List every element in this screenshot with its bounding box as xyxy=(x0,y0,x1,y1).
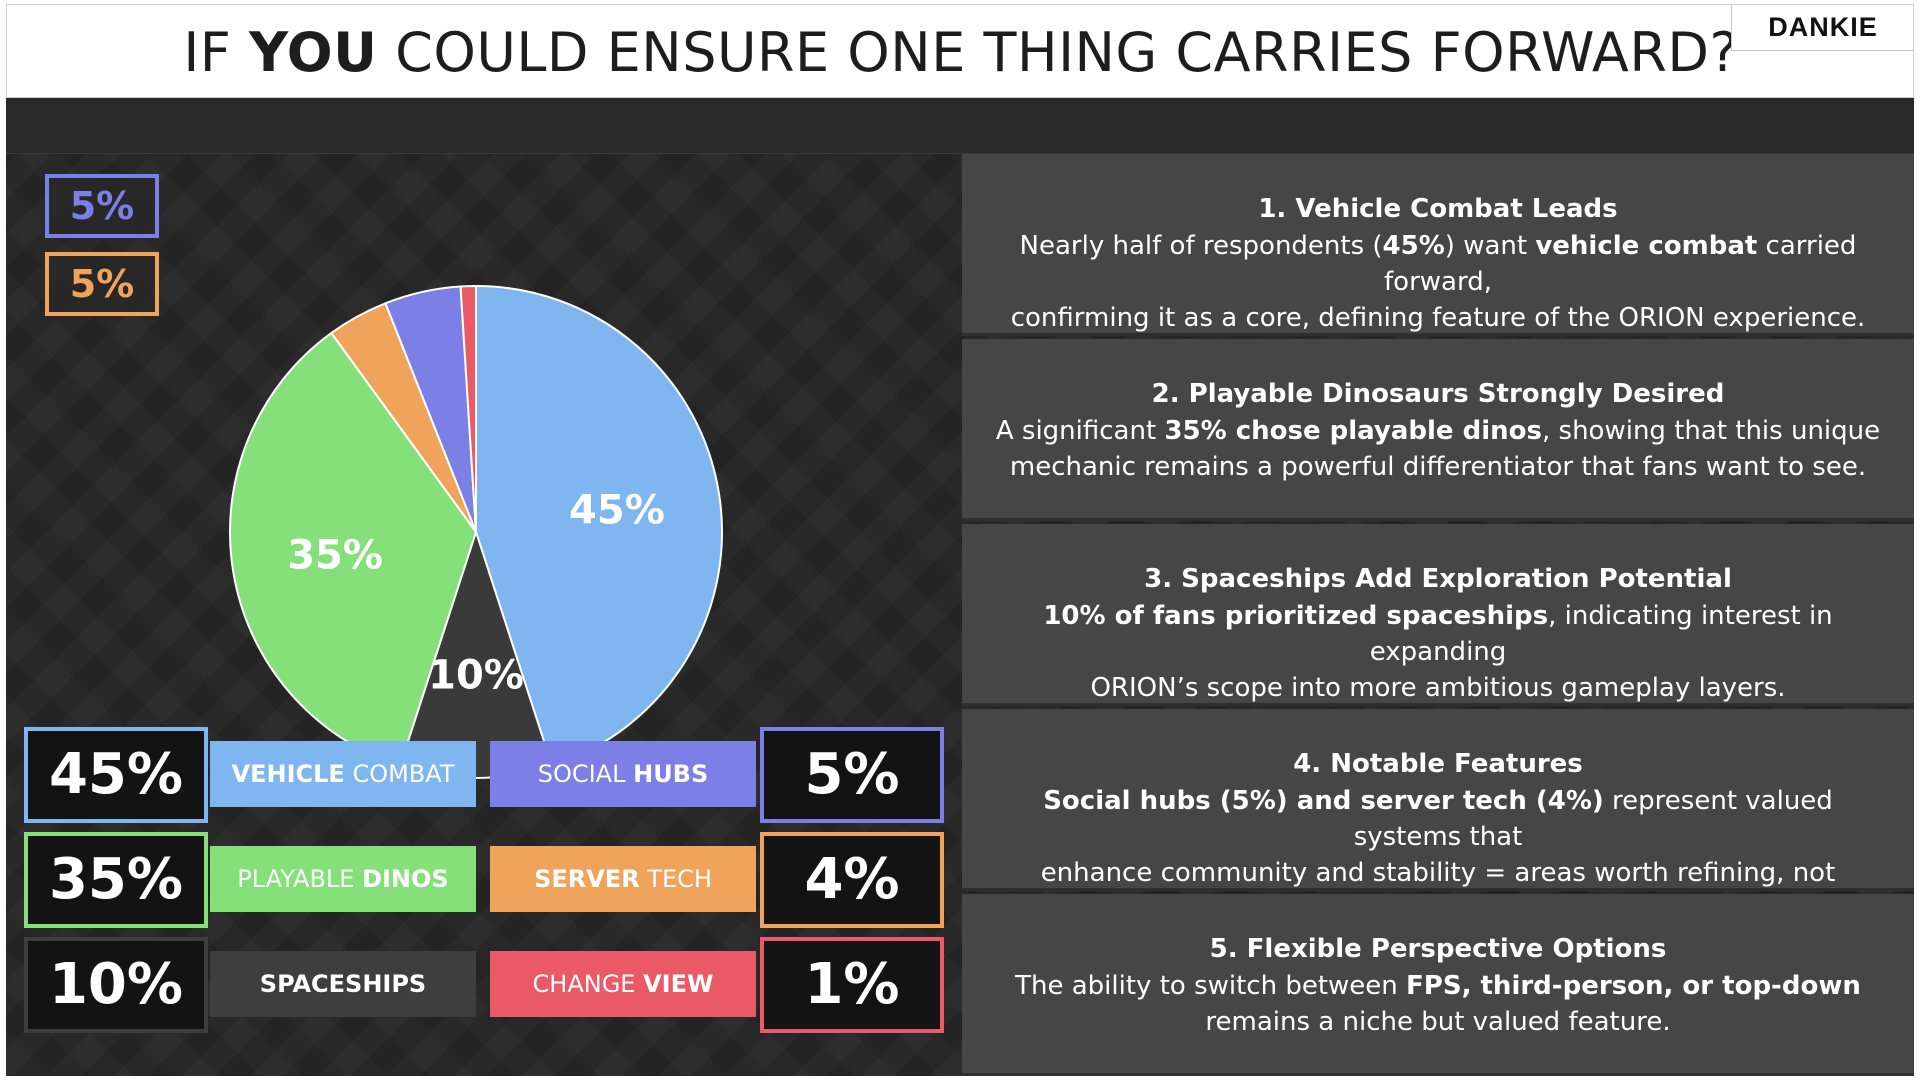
insight-card-4: 4. Notable Features Social hubs (5%) and… xyxy=(962,709,1914,924)
label-server-tech: SERVER TECH xyxy=(490,846,756,912)
top-band xyxy=(6,98,1914,154)
pie-slice-playable-dinos xyxy=(229,331,478,768)
stat-box-playable-dinos: 35% xyxy=(24,832,208,928)
insights-panel: 1. Vehicle Combat Leads Nearly half of r… xyxy=(962,154,1914,1076)
label-change-view: CHANGE VIEW xyxy=(490,951,756,1017)
brand-logo: DANKIE xyxy=(1768,12,1878,42)
insight-heading: 1. Vehicle Combat Leads xyxy=(1258,194,1618,224)
stat-box-change-view: 1% xyxy=(760,937,944,1033)
stat-box-vehicle-combat: 45% xyxy=(24,727,208,823)
pie-slices xyxy=(229,284,723,779)
label-social-hubs: SOCIAL HUBS xyxy=(490,741,756,807)
label-spaceships: SPACESHIPS xyxy=(210,951,476,1017)
insight-body: 10% of fans prioritized spaceships, indi… xyxy=(1043,601,1833,703)
stat-box-spaceships: 10% xyxy=(24,937,208,1033)
insight-body: A significant 35% chose playable dinos, … xyxy=(995,416,1881,482)
insight-body: The ability to switch between FPS, third… xyxy=(1015,971,1861,1037)
pie-label-vehicle-combat: 45% xyxy=(569,488,665,534)
stat-box-social-hubs: 5% xyxy=(760,727,944,823)
label-vehicle-combat: VEHICLE COMBAT xyxy=(210,741,476,807)
pie-label-spaceships: 10% xyxy=(428,653,524,699)
insight-heading: 5. Flexible Perspective Options xyxy=(1209,934,1667,964)
insight-card-2: 2. Playable Dinosaurs Strongly Desired A… xyxy=(962,339,1914,521)
dashboard-stage: 5% 5% 45% 10% 35% 45% VEHICLE COMBAT 35% P… xyxy=(6,98,1914,1076)
insight-heading: 4. Notable Features xyxy=(1293,749,1583,779)
pie-slice-vehicle-combat xyxy=(475,284,723,768)
insight-card-1: 1. Vehicle Combat Leads Nearly half of r… xyxy=(962,154,1914,336)
pie-slice-change-view xyxy=(459,284,477,533)
chart-panel: 5% 5% 45% 10% 35% 45% VEHICLE COMBAT 35% P… xyxy=(6,154,960,1076)
page-title: IF YOU COULD ENSURE ONE THING CARRIES FO… xyxy=(183,21,1739,84)
insight-body: Nearly half of respondents (45%) want ve… xyxy=(1010,231,1866,333)
insight-card-3: 3. Spaceships Add Exploration Potential … xyxy=(962,524,1914,706)
legend-chip-social-hubs: 5% xyxy=(45,174,159,238)
label-playable-dinos: PLAYABLE DINOS xyxy=(210,846,476,912)
header-bar: IF YOU COULD ENSURE ONE THING CARRIES FO… xyxy=(6,4,1914,98)
brand-logo-box: DANKIE xyxy=(1731,5,1913,51)
pie-labels: 45% 10% 35% xyxy=(287,488,665,699)
pie-chart: 45% 10% 35% xyxy=(229,284,723,779)
insight-heading: 2. Playable Dinosaurs Strongly Desired xyxy=(1151,379,1725,409)
insight-card-5: 5. Flexible Perspective Options The abil… xyxy=(962,894,1914,1076)
pie-label-playable-dinos: 35% xyxy=(287,532,383,578)
stat-box-server-tech: 4% xyxy=(760,832,944,928)
insight-heading: 3. Spaceships Add Exploration Potential xyxy=(1144,564,1732,594)
legend-chip-server-tech: 5% xyxy=(45,252,159,316)
